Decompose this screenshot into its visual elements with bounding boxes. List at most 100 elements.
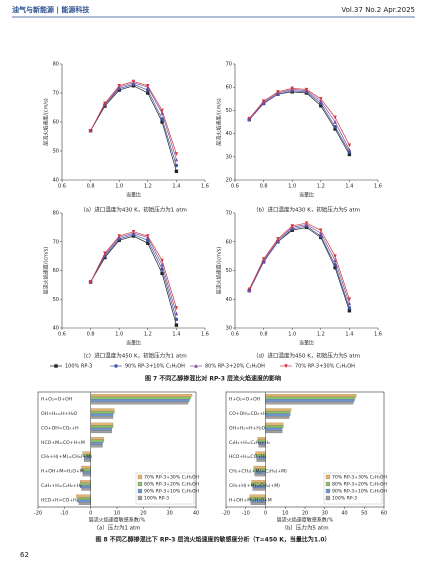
y-tick-label: 30 <box>226 154 232 160</box>
marker <box>319 97 323 101</box>
page-number: 62 <box>20 551 29 559</box>
marker <box>160 108 164 113</box>
category-label: CH₃+H(+M)=CH₄(+M) <box>229 483 280 489</box>
y-tick-label: 70 <box>226 211 232 217</box>
category-label: HCO+H=CO+H₂ <box>41 497 79 503</box>
marker <box>333 124 337 129</box>
chart-caption: （a）进口温度为430 K，初始压力为1 atm <box>80 206 187 214</box>
bar <box>265 413 291 417</box>
bar <box>249 494 266 498</box>
bar <box>90 415 114 419</box>
bar <box>90 437 104 440</box>
x-tick-label: 0.6 <box>231 184 239 190</box>
legend-label: 80% RP-3+20% C₂H₅OH <box>205 364 265 370</box>
marker <box>174 306 179 310</box>
bar <box>265 415 290 419</box>
legend-label: 80% RP-3+20% C₂H₅OH <box>144 482 199 488</box>
legend-swatch <box>137 474 143 480</box>
category-label: HCO+H=CO+H₂ <box>229 454 267 460</box>
marker <box>247 116 251 121</box>
chart-caption: （a）压力为1 atm <box>93 524 140 532</box>
x-tick-label: 1.4 <box>172 184 180 190</box>
x-tick-label: 1.0 <box>288 184 296 190</box>
y-tick-label: 60 <box>226 85 232 91</box>
y-tick-label: 40 <box>226 297 232 303</box>
y-axis-label: 层流火焰速度/(cm/s) <box>216 98 223 146</box>
y-tick-label: 40 <box>226 131 232 137</box>
legend-label: 100% RP-3 <box>332 496 357 502</box>
category-label: OH+H₂=H+H₂O <box>229 425 266 431</box>
bar <box>265 410 291 414</box>
x-tick-label: 1.6 <box>374 332 382 338</box>
marker <box>276 90 280 94</box>
chart-caption: （b）进口温度为430 K，初始压力为5 atm <box>253 206 360 214</box>
marker <box>146 234 150 239</box>
x-axis-label: 当量比 <box>126 192 141 199</box>
legend-box <box>135 472 195 505</box>
x-tick-label: 40 <box>341 511 347 517</box>
category-label: CH₃+CH₃(+M)=C₂H₆(+M) <box>229 469 287 475</box>
category-label: CH₃+H(+M)=CH₄(+M) <box>41 454 92 460</box>
y-tick-label: 80 <box>53 211 59 217</box>
x-tick-label: 1.2 <box>317 184 325 190</box>
series-line <box>248 224 350 304</box>
series-line <box>90 234 177 320</box>
bar <box>90 422 114 426</box>
y-tick-label: 70 <box>53 91 59 97</box>
x-tick-label: 0.6 <box>58 184 66 190</box>
marker <box>114 364 118 368</box>
marker <box>261 257 266 262</box>
marker <box>160 262 164 267</box>
bar <box>253 465 266 469</box>
bar <box>90 401 189 405</box>
marker <box>174 323 179 327</box>
x-tick-label: 50 <box>361 511 367 517</box>
legend-swatch <box>325 488 331 494</box>
y-tick-label: 20 <box>226 178 232 184</box>
legend-swatch <box>137 481 143 487</box>
y-tick-label: 50 <box>226 268 232 274</box>
x-tick-label: 0.8 <box>87 332 95 338</box>
category-label: CO+OH=CO₂+H <box>229 411 267 417</box>
marker <box>333 258 337 263</box>
figure-caption: 图 8 不同乙醇掺混比下 RP-3 层流火焰速度的敏感度分析（T=450 K，当… <box>95 536 330 544</box>
category-label: CO+OH=CO₂+H <box>41 425 79 431</box>
y-tick-label: 70 <box>53 239 59 245</box>
journal-header: 油气与新能源 | 能源科技 <box>12 5 90 15</box>
marker <box>174 163 179 168</box>
x-tick-label: 1.6 <box>201 184 209 190</box>
bar <box>77 499 91 503</box>
bar <box>90 425 114 429</box>
y-tick-label: 40 <box>53 326 59 332</box>
y-tick-label: 30 <box>226 326 232 332</box>
bar <box>265 401 354 405</box>
marker <box>319 228 323 233</box>
marker <box>333 127 337 131</box>
x-tick-label: 10 <box>282 511 288 517</box>
x-tick-label: 0.6 <box>58 332 66 338</box>
y-tick-label: 60 <box>226 239 232 245</box>
category-label: C₂H₄+H=C₂H₃+H₂ <box>229 440 270 446</box>
volume-header: Vol.37 No.2 Apr.2025 <box>341 6 415 14</box>
legend-label: 70% RP-3+30% C₂H₅OH <box>332 475 387 481</box>
marker <box>174 157 179 162</box>
x-tick-label: -20 <box>222 511 230 517</box>
y-axis-label: 层流火焰速度/(cm/s) <box>43 247 50 295</box>
chart-caption: （c）进口温度为450 K，初始压力为1 atm <box>80 352 187 360</box>
chart-caption: （d）进口温度为450 K，初始压力为5 atm <box>253 352 360 360</box>
marker <box>333 119 337 124</box>
bar <box>90 430 112 434</box>
bar <box>90 408 115 412</box>
bar <box>265 408 292 412</box>
series-line <box>249 90 350 153</box>
bar <box>265 394 357 397</box>
marker <box>347 306 352 310</box>
y-axis-label: 层流火焰速度/(cm/s) <box>216 247 223 295</box>
bar <box>255 451 266 455</box>
legend-label: 100% RP-3 <box>144 496 169 502</box>
marker <box>174 152 179 156</box>
x-tick-label: 40 <box>193 511 199 517</box>
marker <box>319 99 323 103</box>
bar <box>90 410 115 414</box>
legend-label: 90% RP-3+10% C₂H₅OH <box>144 489 199 495</box>
